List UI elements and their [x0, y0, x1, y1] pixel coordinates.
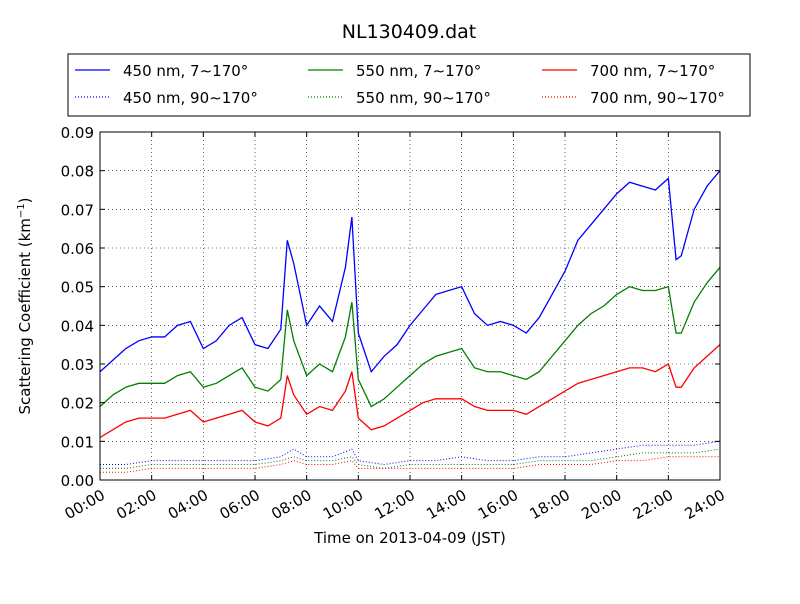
legend-label: 450 nm, 7∼170° [123, 62, 248, 80]
legend: 450 nm, 7∼170° 550 nm, 7∼170° 700 nm, 7∼17… [67, 53, 751, 117]
series-line [100, 266, 720, 408]
series-line [100, 440, 720, 466]
y-tick-label: 0.03 [61, 356, 94, 374]
legend-label: 550 nm, 7∼170° [356, 62, 481, 80]
series-line [100, 344, 720, 439]
y-tick-label: 0.08 [61, 163, 94, 181]
x-tick-label: 08:00 [268, 486, 314, 523]
legend-label: 450 nm, 90∼170° [123, 89, 258, 107]
chart-title: NL130409.dat [342, 21, 477, 43]
x-tick-label: 12:00 [372, 486, 418, 523]
x-tick-label: 10:00 [320, 486, 366, 523]
y-tick-label: 0.02 [61, 395, 94, 413]
x-tick-label: 24:00 [682, 486, 728, 523]
x-tick-label: 16:00 [475, 486, 521, 523]
y-tick-label: 0.07 [61, 201, 94, 219]
y-axis-label-main: Scattering Coefficient (km [16, 218, 34, 414]
series-line [100, 170, 720, 374]
x-tick-label: 14:00 [423, 486, 469, 523]
x-tick-label: 06:00 [217, 486, 263, 523]
legend-label: 550 nm, 90∼170° [356, 89, 491, 107]
series-line [100, 448, 720, 469]
plot-frame [99, 131, 721, 481]
x-tick-label: 18:00 [527, 486, 573, 523]
legend-box [67, 53, 751, 117]
x-tick-label: 22:00 [630, 486, 676, 523]
grid-lines [100, 132, 720, 480]
y-tick-label: 0.06 [61, 240, 94, 258]
y-tick-label: 0.05 [61, 279, 94, 297]
y-axis-label-superscript: −1 [16, 203, 27, 218]
y-tick-label: 0.01 [61, 433, 94, 451]
legend-label: 700 nm, 7∼170° [590, 62, 715, 80]
y-tick-label: 0.09 [61, 124, 94, 142]
y-tick-label: 0.00 [61, 472, 94, 490]
x-tick-label: 00:00 [62, 486, 108, 523]
x-axis-label: Time on 2013-04-09 (JST) [313, 529, 506, 547]
x-tick-label: 02:00 [113, 486, 159, 523]
y-tick-label: 0.04 [61, 317, 94, 335]
data-series [100, 170, 720, 473]
y-axis-label-end: ) [16, 197, 34, 203]
x-tick-label: 20:00 [578, 486, 624, 523]
x-tick-label: 04:00 [165, 486, 211, 523]
legend-label: 700 nm, 90∼170° [590, 89, 725, 107]
y-axis-label: Scattering Coefficient (km−1) [16, 197, 34, 414]
